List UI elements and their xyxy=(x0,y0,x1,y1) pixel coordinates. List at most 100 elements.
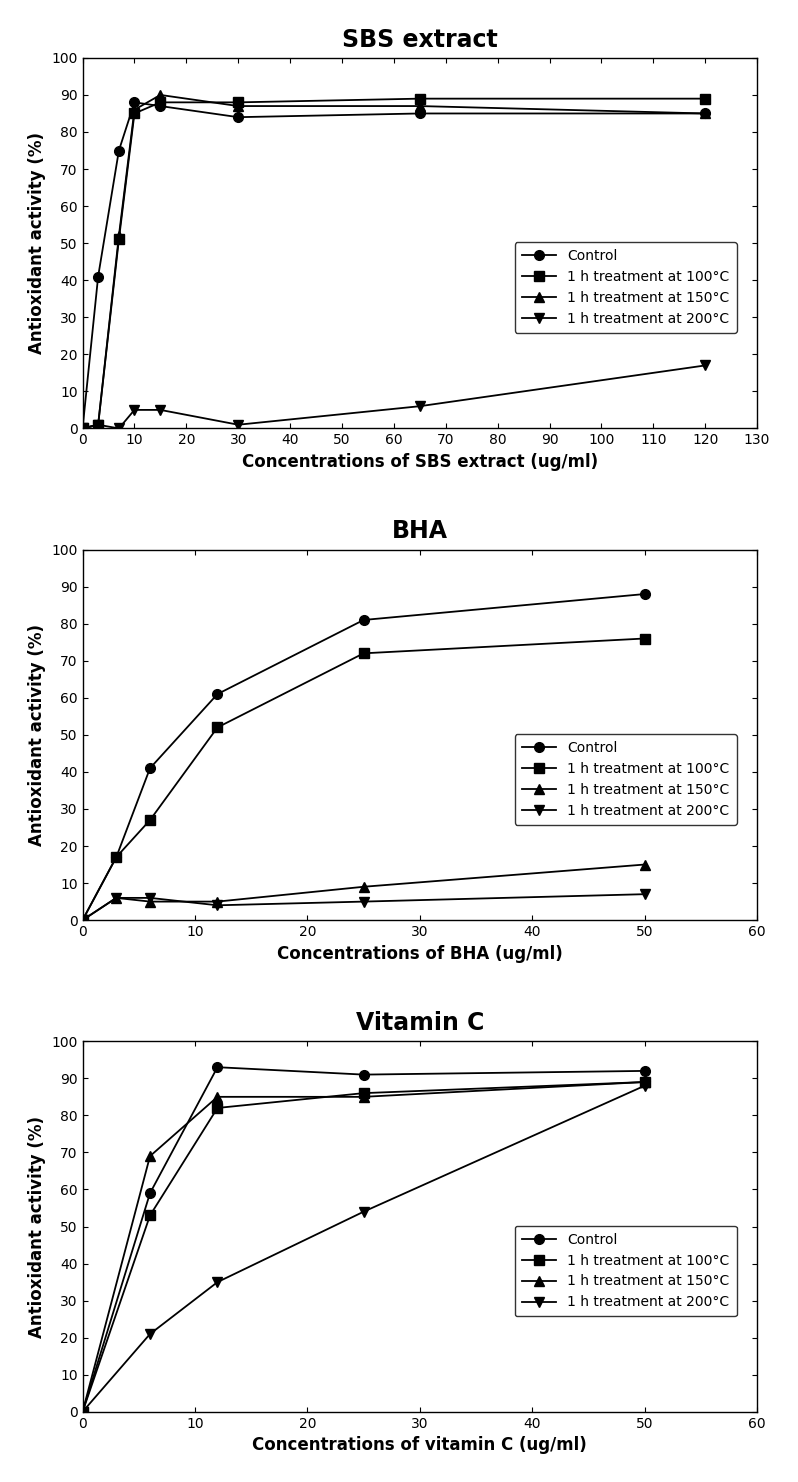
Y-axis label: Antioxidant activity (%): Antioxidant activity (%) xyxy=(28,132,45,354)
1 h treatment at 150°C xyxy=(640,1073,650,1091)
1 h treatment at 100°C xyxy=(145,1206,155,1224)
1 h treatment at 100°C xyxy=(640,630,650,648)
Control xyxy=(114,142,124,160)
1 h treatment at 200°C xyxy=(213,1273,223,1291)
X-axis label: Concentrations of SBS extract (ug/ml): Concentrations of SBS extract (ug/ml) xyxy=(242,453,598,471)
1 h treatment at 100°C xyxy=(213,719,223,737)
Control xyxy=(359,611,369,628)
Line: Control: Control xyxy=(77,98,710,433)
1 h treatment at 200°C xyxy=(234,416,243,434)
Title: SBS extract: SBS extract xyxy=(342,28,498,52)
1 h treatment at 100°C xyxy=(359,1085,369,1103)
Line: 1 h treatment at 150°C: 1 h treatment at 150°C xyxy=(77,1077,650,1417)
1 h treatment at 150°C xyxy=(112,889,121,907)
1 h treatment at 150°C xyxy=(640,855,650,873)
1 h treatment at 100°C xyxy=(114,231,124,249)
Control xyxy=(234,108,243,126)
Control xyxy=(640,1063,650,1080)
X-axis label: Concentrations of vitamin C (ug/ml): Concentrations of vitamin C (ug/ml) xyxy=(252,1436,587,1454)
1 h treatment at 200°C xyxy=(114,419,124,437)
Control xyxy=(129,93,139,111)
1 h treatment at 150°C xyxy=(77,419,87,437)
Control xyxy=(77,1403,87,1421)
Line: 1 h treatment at 100°C: 1 h treatment at 100°C xyxy=(77,93,710,433)
Title: Vitamin C: Vitamin C xyxy=(356,1011,484,1034)
Control xyxy=(156,98,165,116)
1 h treatment at 100°C xyxy=(156,93,165,111)
1 h treatment at 150°C xyxy=(359,1088,369,1106)
Legend: Control, 1 h treatment at 100°C, 1 h treatment at 150°C, 1 h treatment at 200°C: Control, 1 h treatment at 100°C, 1 h tre… xyxy=(515,1226,737,1316)
1 h treatment at 100°C xyxy=(701,90,710,108)
Control xyxy=(145,759,155,777)
1 h treatment at 100°C xyxy=(77,419,87,437)
1 h treatment at 200°C xyxy=(640,885,650,903)
1 h treatment at 200°C xyxy=(701,357,710,375)
Line: 1 h treatment at 100°C: 1 h treatment at 100°C xyxy=(77,1077,650,1417)
1 h treatment at 200°C xyxy=(359,1203,369,1221)
1 h treatment at 100°C xyxy=(145,811,155,828)
Line: 1 h treatment at 200°C: 1 h treatment at 200°C xyxy=(77,1080,650,1417)
1 h treatment at 200°C xyxy=(145,1325,155,1343)
Control xyxy=(145,1184,155,1202)
1 h treatment at 150°C xyxy=(93,416,103,434)
1 h treatment at 100°C xyxy=(213,1100,223,1117)
1 h treatment at 150°C xyxy=(77,1403,87,1421)
1 h treatment at 150°C xyxy=(77,911,87,929)
1 h treatment at 200°C xyxy=(77,911,87,929)
1 h treatment at 100°C xyxy=(234,93,243,111)
Y-axis label: Antioxidant activity (%): Antioxidant activity (%) xyxy=(28,1116,45,1338)
1 h treatment at 150°C xyxy=(701,105,710,123)
Control xyxy=(213,1058,223,1076)
Y-axis label: Antioxidant activity (%): Antioxidant activity (%) xyxy=(28,624,45,846)
Control xyxy=(112,848,121,865)
1 h treatment at 150°C xyxy=(359,877,369,895)
1 h treatment at 200°C xyxy=(112,889,121,907)
1 h treatment at 200°C xyxy=(156,402,165,419)
X-axis label: Concentrations of BHA (ug/ml): Concentrations of BHA (ug/ml) xyxy=(277,944,563,962)
1 h treatment at 100°C xyxy=(93,416,103,434)
Control xyxy=(93,268,103,286)
Line: 1 h treatment at 200°C: 1 h treatment at 200°C xyxy=(77,360,710,433)
Control xyxy=(415,105,425,123)
1 h treatment at 100°C xyxy=(640,1073,650,1091)
Line: Control: Control xyxy=(77,1063,650,1417)
Control xyxy=(213,685,223,702)
1 h treatment at 100°C xyxy=(415,90,425,108)
Line: 1 h treatment at 150°C: 1 h treatment at 150°C xyxy=(77,860,650,925)
Control xyxy=(359,1066,369,1083)
1 h treatment at 200°C xyxy=(93,416,103,434)
1 h treatment at 150°C xyxy=(156,86,165,104)
Line: 1 h treatment at 100°C: 1 h treatment at 100°C xyxy=(77,634,650,925)
1 h treatment at 100°C xyxy=(129,105,139,123)
1 h treatment at 150°C xyxy=(213,1088,223,1106)
1 h treatment at 200°C xyxy=(77,1403,87,1421)
1 h treatment at 100°C xyxy=(77,911,87,929)
1 h treatment at 150°C xyxy=(145,1147,155,1165)
Legend: Control, 1 h treatment at 100°C, 1 h treatment at 150°C, 1 h treatment at 200°C: Control, 1 h treatment at 100°C, 1 h tre… xyxy=(515,242,737,333)
1 h treatment at 200°C xyxy=(640,1077,650,1095)
Line: 1 h treatment at 150°C: 1 h treatment at 150°C xyxy=(77,90,710,433)
1 h treatment at 150°C xyxy=(415,98,425,116)
1 h treatment at 200°C xyxy=(213,897,223,914)
Title: BHA: BHA xyxy=(392,520,448,544)
Line: Control: Control xyxy=(77,590,650,925)
Legend: Control, 1 h treatment at 100°C, 1 h treatment at 150°C, 1 h treatment at 200°C: Control, 1 h treatment at 100°C, 1 h tre… xyxy=(515,734,737,824)
1 h treatment at 150°C xyxy=(213,892,223,910)
1 h treatment at 150°C xyxy=(145,892,155,910)
1 h treatment at 100°C xyxy=(359,645,369,662)
1 h treatment at 100°C xyxy=(112,848,121,865)
Control xyxy=(77,911,87,929)
Control xyxy=(701,105,710,123)
Line: 1 h treatment at 200°C: 1 h treatment at 200°C xyxy=(77,889,650,925)
1 h treatment at 100°C xyxy=(77,1403,87,1421)
Control xyxy=(640,585,650,603)
1 h treatment at 200°C xyxy=(129,402,139,419)
1 h treatment at 200°C xyxy=(77,419,87,437)
1 h treatment at 150°C xyxy=(234,98,243,116)
Control xyxy=(77,419,87,437)
1 h treatment at 200°C xyxy=(145,889,155,907)
1 h treatment at 200°C xyxy=(415,397,425,415)
1 h treatment at 150°C xyxy=(129,101,139,119)
1 h treatment at 150°C xyxy=(114,227,124,245)
1 h treatment at 200°C xyxy=(359,892,369,910)
